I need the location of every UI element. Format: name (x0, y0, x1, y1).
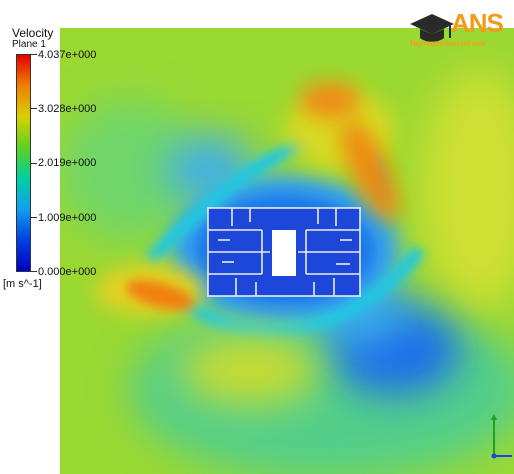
graduation-cap-icon (410, 14, 454, 42)
logo-noncommercial-label: Noncommercial use (410, 39, 487, 48)
legend-colorbar (16, 54, 31, 272)
legend-tick-mark (31, 54, 37, 55)
legend-tick-mark (31, 217, 37, 218)
legend-tick-label: 1.009e+000 (38, 212, 97, 224)
legend-tick-mark (31, 163, 37, 164)
axis-triad-icon (491, 414, 512, 459)
legend-unit: [m s^-1] (3, 278, 42, 290)
legend-tick-mark (31, 271, 37, 272)
legend-tick-label: 3.028e+000 (38, 103, 97, 115)
legend-subtitle: Plane 1 (12, 39, 46, 50)
legend-tick-mark (31, 108, 37, 109)
logo-wordmark: ANS (451, 8, 504, 38)
legend-tick-label-max: 4.037e+000 (38, 49, 97, 61)
building-footprint (207, 207, 361, 297)
legend-tick-label-min: 0.000e+000 (38, 266, 97, 278)
legend-title: Velocity (12, 26, 54, 40)
legend-tick-label: 2.019e+000 (38, 157, 97, 169)
